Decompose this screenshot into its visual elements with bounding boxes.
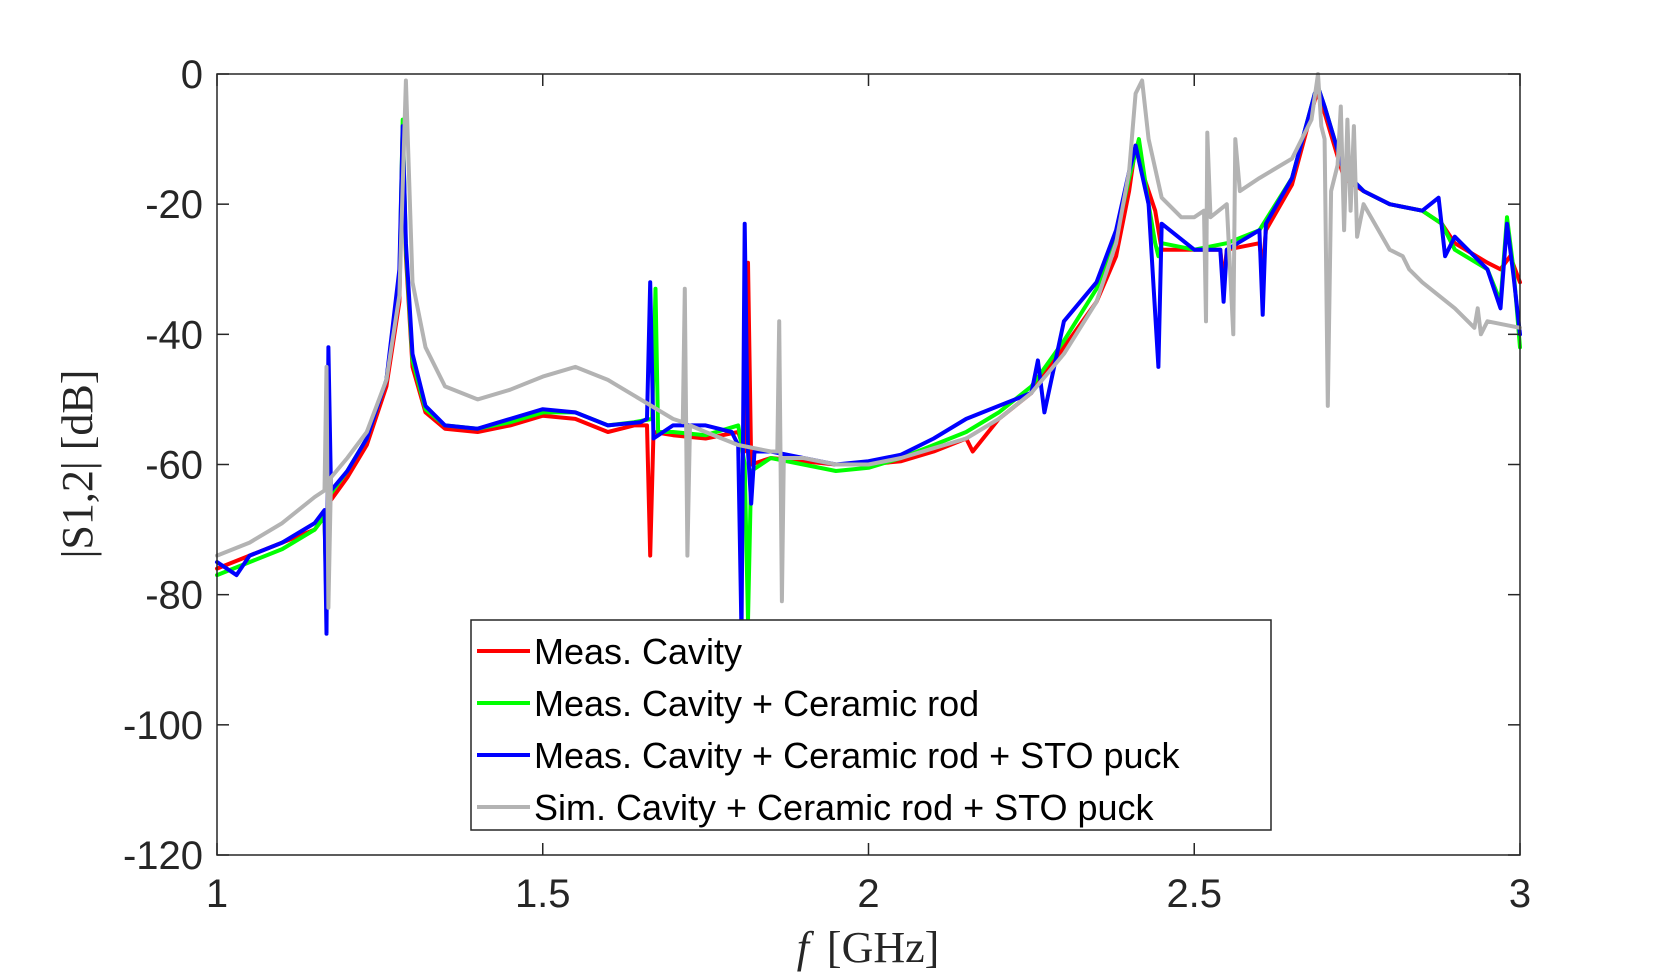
y-tick-label: -120: [123, 834, 203, 878]
x-tick-label: 2: [857, 872, 879, 916]
legend-box: [470, 619, 1272, 831]
series-line-4: [215, 72, 1522, 610]
x-tick-label: 2.5: [1166, 872, 1222, 916]
x-axis-variable: f: [797, 923, 815, 972]
y-tick-label: -60: [145, 444, 203, 488]
y-axis-title: |S1,2| [dB]: [53, 370, 102, 559]
x-axis-title: f [GHz]: [797, 923, 940, 972]
x-axis-unit: [GHz]: [827, 923, 939, 972]
legend: Meas. Cavity Meas. Cavity + Ceramic rod Me…: [470, 619, 1272, 831]
y-tick-label: -20: [145, 183, 203, 227]
y-tick-label: -100: [123, 704, 203, 748]
y-tick-label: -80: [145, 574, 203, 618]
legend-label-1: Meas. Cavity: [534, 631, 742, 672]
y-axis-ticks: 0 -20 -40 -60 -80 -100 -120: [123, 53, 1520, 878]
y-tick-label: 0: [181, 53, 203, 97]
x-tick-label: 1.5: [515, 872, 571, 916]
legend-label-4: Sim. Cavity + Ceramic rod + STO puck: [534, 787, 1155, 828]
legend-label-2: Meas. Cavity + Ceramic rod: [534, 683, 979, 724]
legend-label-3: Meas. Cavity + Ceramic rod + STO puck: [534, 735, 1181, 776]
legend-items: Meas. Cavity Meas. Cavity + Ceramic rod Me…: [477, 631, 1181, 828]
x-tick-label: 3: [1509, 872, 1531, 916]
y-tick-label: -40: [145, 313, 203, 357]
x-tick-label: 1: [206, 872, 228, 916]
x-axis-ticks: 1 1.5 2 2.5 3: [206, 74, 1531, 916]
series-layer: [215, 72, 1522, 636]
